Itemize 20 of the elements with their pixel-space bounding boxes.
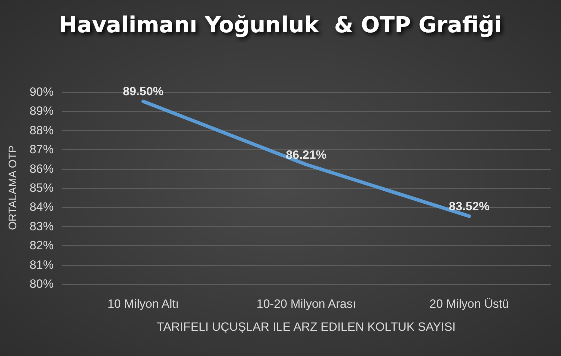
y-tick-label: 81% bbox=[30, 258, 54, 272]
x-tick-label: 10 Milyon Altı bbox=[108, 297, 180, 311]
y-axis-title: ORTALAMA OTP bbox=[8, 146, 20, 230]
y-tick-label: 88% bbox=[30, 123, 54, 138]
x-axis-title: TARIFELI UÇUŞLAR ILE ARZ EDILEN KOLTUK SAYISI bbox=[157, 320, 456, 334]
y-tick-label: 90% bbox=[30, 85, 54, 99]
y-tick-label: 87% bbox=[30, 142, 54, 157]
y-tick-label: 89% bbox=[30, 104, 54, 118]
y-tick-label: 80% bbox=[30, 277, 54, 291]
y-tick-label: 85% bbox=[30, 181, 54, 195]
x-tick-label: 20 Milyon Üstü bbox=[430, 297, 510, 311]
y-tick-label: 86% bbox=[30, 162, 54, 176]
y-tick-label: 83% bbox=[30, 219, 54, 234]
data-label: 89.50% bbox=[123, 84, 164, 99]
data-label: 86.21% bbox=[286, 148, 328, 162]
y-tick-label: 84% bbox=[30, 200, 54, 214]
chart-title: Havalimanı Yoğunluk & OTP Grafiği bbox=[58, 14, 502, 38]
data-label: 83.52% bbox=[449, 199, 490, 214]
x-tick-label: 10-20 Milyon Arası bbox=[256, 297, 356, 311]
y-tick-label: 82% bbox=[30, 238, 54, 253]
